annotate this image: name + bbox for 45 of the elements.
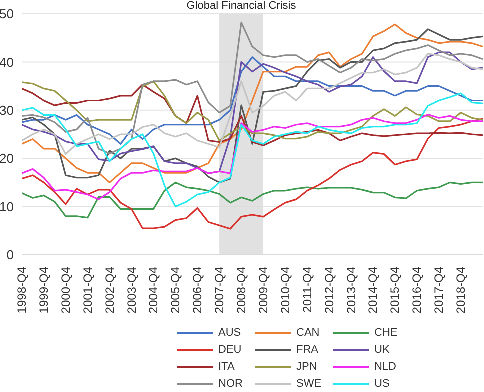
line-series xyxy=(22,92,483,208)
x-tick-label: 2006-Q4 xyxy=(190,266,205,314)
legend-label: AUS xyxy=(218,327,242,339)
legend-label: FRA xyxy=(296,344,318,356)
x-tick-label: 2011-Q4 xyxy=(300,266,314,313)
legend-label: SWE xyxy=(296,378,322,390)
x-tick-label: 2007-Q4 xyxy=(212,266,227,314)
y-tick-label: 10 xyxy=(0,199,14,214)
line-series xyxy=(22,182,483,219)
line-series xyxy=(22,114,483,200)
x-tick-label: 2002-Q4 xyxy=(102,266,117,314)
line-series xyxy=(22,118,483,230)
x-tick-label: 2004-Q4 xyxy=(146,266,161,314)
legend-label: CHE xyxy=(374,327,398,339)
x-tick-label: 2009-Q4 xyxy=(256,266,270,314)
y-tick-label: 40 xyxy=(0,54,14,70)
legend-label: CAN xyxy=(296,327,320,339)
x-tick-label: 2003-Q4 xyxy=(124,266,139,314)
x-tick-label: 2005-Q4 xyxy=(168,266,183,314)
legend-label: DEU xyxy=(218,344,242,356)
x-tick-label: 2012-Q4 xyxy=(322,266,336,314)
legend-label: UK xyxy=(374,344,390,356)
x-tick-label: 2016-Q4 xyxy=(410,266,424,314)
x-tick-label: 2001-Q4 xyxy=(80,266,95,314)
x-tick-label: 2000-Q4 xyxy=(58,266,73,314)
x-tick-label: 2013-Q4 xyxy=(344,266,358,314)
x-tick-label: 2017-Q4 xyxy=(432,266,446,314)
band-label: Global Financial Crisis xyxy=(186,0,297,12)
legend-label: US xyxy=(374,378,390,390)
legend-label: ITA xyxy=(218,361,235,373)
x-tick-label: 2015-Q4 xyxy=(388,266,402,314)
legend-label: NLD xyxy=(374,361,397,373)
x-tick-label: 2008-Q4 xyxy=(234,266,249,314)
legend-label: JPN xyxy=(296,361,318,373)
x-tick-label: 1999-Q4 xyxy=(36,266,51,314)
x-tick-label: 1998-Q4 xyxy=(15,266,29,314)
line-series xyxy=(22,22,483,155)
y-tick-label: 30 xyxy=(0,103,14,118)
y-tick-label: 20 xyxy=(0,151,14,166)
x-tick-label: 2018-Q4 xyxy=(454,266,468,314)
y-tick-label: 50 xyxy=(0,6,14,22)
x-tick-label: 2014-Q4 xyxy=(366,266,380,314)
legend-label: NOR xyxy=(218,378,243,390)
x-tick-label: 2010-Q4 xyxy=(278,266,292,314)
y-tick-label: 0 xyxy=(6,248,14,263)
